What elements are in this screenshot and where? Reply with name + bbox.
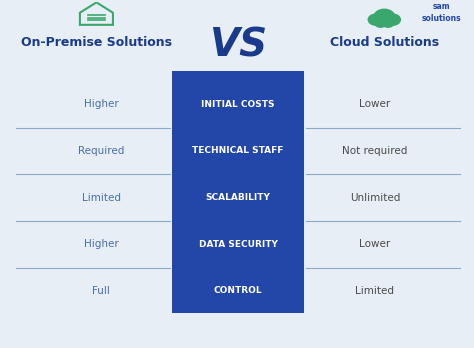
Text: Full: Full [92,286,110,296]
Circle shape [374,9,395,24]
Text: SCALABILITY: SCALABILITY [206,193,271,202]
Text: Lower: Lower [359,99,391,109]
Text: Required: Required [78,146,124,156]
Text: Limited: Limited [356,286,394,296]
Text: INITIAL COSTS: INITIAL COSTS [201,100,275,109]
Circle shape [368,14,383,25]
Text: On-Premise Solutions: On-Premise Solutions [21,35,172,49]
Text: Higher: Higher [84,239,118,249]
FancyBboxPatch shape [371,20,398,24]
Text: CONTROL: CONTROL [214,286,262,295]
Text: Not required: Not required [342,146,408,156]
Text: DATA SECURITY: DATA SECURITY [199,240,277,249]
Text: Lower: Lower [359,239,391,249]
FancyBboxPatch shape [172,71,304,314]
Text: Cloud Solutions: Cloud Solutions [330,35,439,49]
Text: Limited: Limited [82,193,121,203]
Circle shape [383,19,394,27]
Text: sam
solutions: sam solutions [421,2,461,23]
Text: TECHNICAL STAFF: TECHNICAL STAFF [192,147,284,156]
Circle shape [375,19,386,27]
Text: VS: VS [209,26,267,65]
Text: Unlimited: Unlimited [350,193,400,203]
Circle shape [385,14,401,25]
Text: Higher: Higher [84,99,118,109]
